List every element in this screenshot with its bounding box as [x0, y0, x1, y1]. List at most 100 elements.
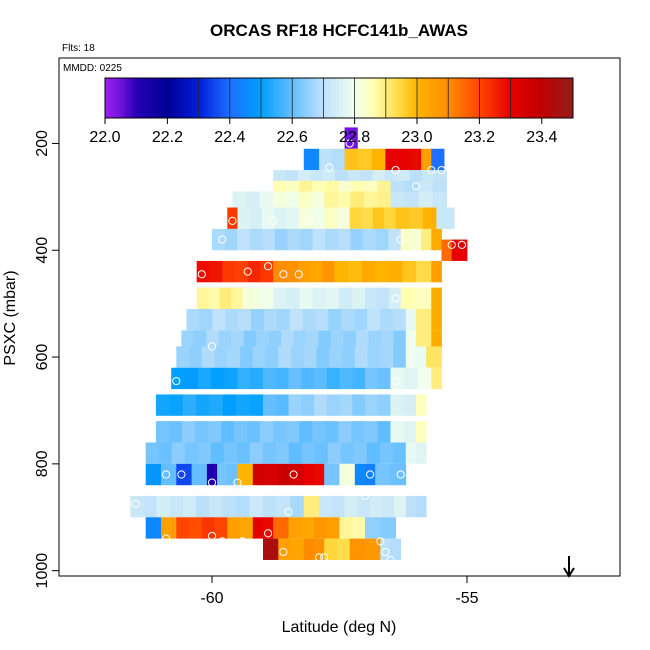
colorbar-segment: [541, 78, 546, 118]
observation-point: [294, 270, 303, 279]
data-cell: [260, 260, 274, 283]
colorbar-segment: [510, 78, 515, 118]
data-cell: [377, 394, 391, 416]
colorbar-segment: [161, 78, 165, 118]
data-cell: [156, 495, 171, 518]
plot-border: [58, 57, 621, 577]
observation-point: [207, 478, 217, 487]
observation-point: [366, 470, 375, 479]
colorbar-segment: [345, 78, 349, 118]
colorbar-segment: [179, 78, 184, 118]
data-cell: [237, 463, 254, 486]
colorbar-segment: [501, 78, 505, 118]
data-cell: [416, 394, 427, 416]
colorbar-segment: [236, 78, 240, 118]
flights-label: Flts: 18: [62, 43, 95, 54]
data-cell: [367, 308, 381, 331]
colorbar-segment: [220, 78, 225, 118]
colorbar-segment: [413, 78, 418, 118]
data-cell: [250, 367, 264, 390]
colorbar-tick-label: 23.0: [401, 129, 432, 146]
colorbar-segment: [105, 78, 109, 118]
colorbar-segment: [154, 78, 159, 118]
data-cell: [196, 394, 210, 416]
data-cell: [311, 207, 325, 229]
data-cell: [225, 308, 239, 331]
observation-point: [279, 547, 288, 557]
data-cell: [390, 538, 402, 560]
data-cell: [257, 287, 274, 309]
colorbar-segment: [133, 78, 137, 118]
colorbar-segment: [529, 78, 533, 118]
plot-area: [121, 127, 575, 578]
colorbar-segment: [388, 78, 393, 118]
data-cell: [344, 148, 359, 171]
data-cell: [400, 287, 417, 309]
data-cell: [422, 207, 437, 229]
colorbar-segment: [204, 78, 209, 118]
data-cell: [339, 367, 353, 390]
data-cell: [303, 495, 320, 518]
data-cell: [324, 463, 340, 486]
colorbar-segment: [151, 78, 156, 118]
data-cell: [249, 495, 264, 518]
colorbar-tick-label: 22.4: [214, 129, 245, 146]
data-cell: [431, 260, 442, 283]
data-cell: [161, 463, 177, 486]
observation-point: [360, 491, 370, 500]
observation-point: [264, 529, 273, 538]
data-cell: [316, 346, 330, 368]
y-tick-label: 200: [34, 130, 51, 157]
observation-point: [315, 553, 324, 562]
data-cell: [365, 394, 379, 416]
observation-point: [391, 294, 400, 303]
data-cell: [155, 394, 170, 416]
data-cell: [339, 517, 353, 539]
colorbar-tick-label: 23.4: [526, 129, 557, 146]
colorbar-segment: [317, 78, 321, 118]
data-cell: [222, 394, 237, 416]
colorbar-segment: [376, 78, 381, 118]
colorbar-segment: [342, 78, 346, 118]
data-cell: [409, 207, 424, 229]
colorbar-segment: [211, 78, 215, 118]
data-cell: [362, 228, 376, 251]
colorbar-segment: [173, 78, 178, 118]
data-cell: [314, 517, 328, 539]
colorbar-segment: [248, 78, 253, 118]
data-cell: [287, 228, 301, 251]
colorbar-segment: [245, 78, 250, 118]
data-cell: [276, 495, 291, 518]
observation-point: [396, 470, 405, 479]
colorbar-segment: [417, 78, 421, 118]
data-cell: [278, 463, 292, 486]
colorbar-segment: [548, 78, 552, 118]
data-cell: [331, 148, 345, 171]
data-cell: [209, 260, 223, 283]
colorbar-segment: [535, 78, 540, 118]
data-cell: [182, 495, 197, 518]
data-cell: [361, 207, 374, 229]
observation-point: [289, 470, 298, 479]
observation-point: [243, 267, 252, 276]
colorbar-segment: [560, 78, 565, 118]
colorbar-segment: [354, 78, 359, 118]
data-cell: [352, 394, 366, 416]
data-cell: [393, 346, 407, 368]
data-cell: [441, 239, 453, 261]
colorbar-segment: [229, 78, 234, 118]
data-cell: [247, 421, 261, 443]
data-cell: [390, 463, 407, 486]
data-cell: [388, 228, 402, 251]
colorbar-segment: [314, 78, 318, 118]
colorbar-segment: [523, 78, 527, 118]
colorbar-segment: [114, 78, 118, 118]
colorbar-segment: [448, 78, 452, 118]
data-cell: [410, 228, 422, 251]
data-cell: [354, 346, 368, 368]
data-cell: [171, 442, 186, 464]
data-cell: [421, 148, 432, 171]
colorbar-segment: [292, 78, 296, 118]
data-cell: [238, 308, 252, 331]
